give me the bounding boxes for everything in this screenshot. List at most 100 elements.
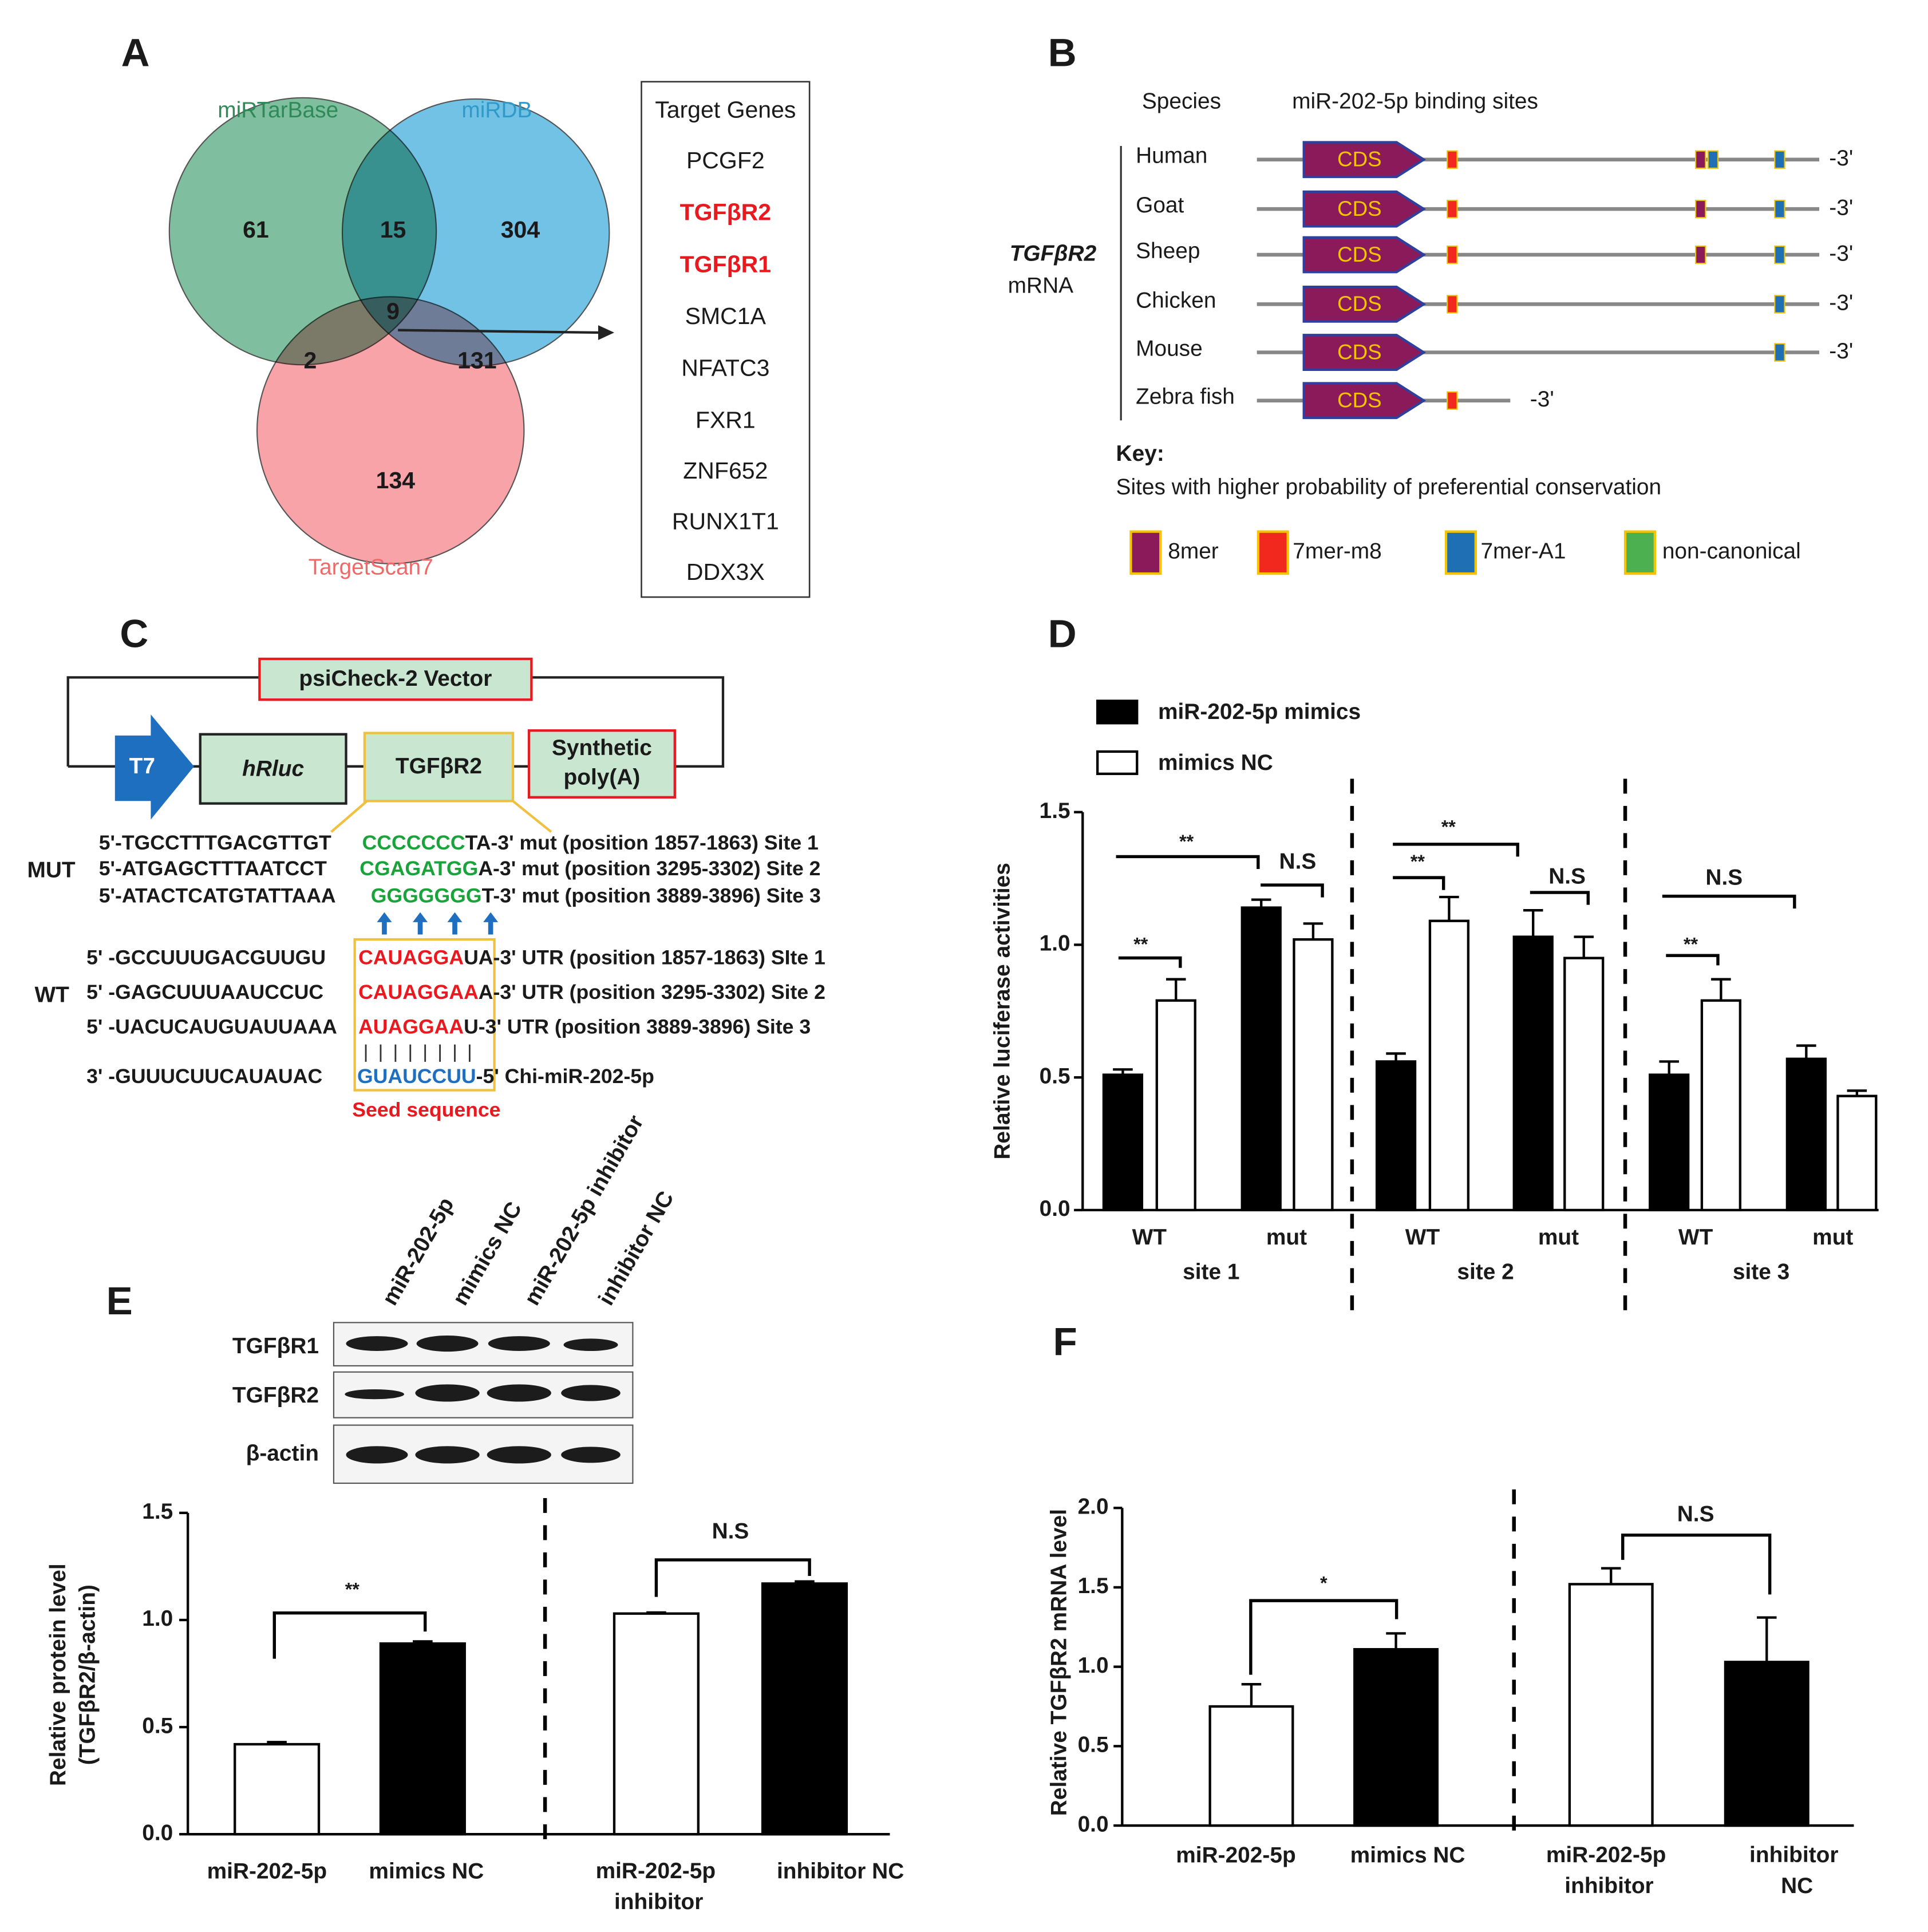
significance-bracket bbox=[272, 1611, 427, 1659]
vector-map bbox=[66, 657, 725, 833]
arrow bbox=[447, 912, 463, 935]
set-label: miRTarBase bbox=[218, 98, 338, 123]
significance-label: N.S bbox=[1548, 864, 1586, 888]
cds-label: CDS bbox=[1337, 243, 1381, 266]
text-part: inhibitor bbox=[614, 1890, 703, 1914]
seq-site: CCCCCCC bbox=[362, 831, 465, 854]
bar bbox=[1563, 957, 1605, 1212]
band bbox=[345, 1389, 404, 1400]
seq-part: T-3' mut (position 3889-3896) Site 3 bbox=[482, 884, 821, 907]
bar bbox=[234, 1743, 321, 1836]
x-tick-label: mimics NC bbox=[1350, 1843, 1465, 1867]
bar bbox=[1155, 999, 1196, 1212]
arrow bbox=[483, 912, 499, 935]
band bbox=[561, 1385, 621, 1401]
bar bbox=[1428, 919, 1470, 1212]
significance-label: * bbox=[1320, 1573, 1328, 1594]
group-label: site 1 bbox=[1183, 1259, 1239, 1284]
error-bar bbox=[1756, 1616, 1777, 1662]
cds-label: CDS bbox=[1337, 340, 1381, 364]
error-bar bbox=[1796, 1044, 1816, 1059]
error-bar bbox=[1241, 1683, 1262, 1707]
species-label: Chicken bbox=[1136, 288, 1216, 313]
sequence: 5'-TGCCTTTGACGTTGT CCCCCCCTA-3' mut (posi… bbox=[99, 831, 819, 854]
table-cell: TGFβR1 bbox=[680, 251, 771, 277]
zoom-line bbox=[330, 800, 368, 833]
arrow-head bbox=[598, 325, 615, 340]
bar bbox=[1102, 1073, 1144, 1212]
species-label: Goat bbox=[1136, 193, 1184, 218]
polya-label: poly(A) bbox=[564, 765, 641, 790]
panel-label: E bbox=[106, 1278, 133, 1323]
significance-label: ** bbox=[1441, 816, 1456, 837]
error-bar bbox=[1166, 978, 1186, 1001]
end-label: -3' bbox=[1829, 291, 1853, 315]
y-tick-label: 0.5 bbox=[1078, 1733, 1109, 1757]
binding-site bbox=[1774, 295, 1785, 314]
x-tick-label: WT bbox=[1405, 1225, 1440, 1250]
bar bbox=[1208, 1705, 1294, 1827]
bar bbox=[1700, 999, 1741, 1212]
polya-label: Synthetic bbox=[552, 736, 652, 760]
seed-label: Seed sequence bbox=[352, 1099, 500, 1121]
zoom-line bbox=[512, 800, 552, 833]
cds-arrow bbox=[1302, 285, 1427, 323]
arrow bbox=[377, 912, 392, 935]
y-axis-title: Relative luciferase activities bbox=[990, 863, 1014, 1159]
cds-label: CDS bbox=[1337, 389, 1381, 412]
arrow bbox=[413, 912, 428, 935]
text-part: inhibitor bbox=[1564, 1874, 1653, 1898]
y-tick-label: 0.0 bbox=[142, 1820, 173, 1845]
y-tick-label: 0.5 bbox=[142, 1713, 173, 1738]
group-label: site 2 bbox=[1457, 1259, 1514, 1284]
binding-site bbox=[1774, 245, 1785, 264]
gene-label: mRNA bbox=[1008, 273, 1073, 298]
table-cell: RUNX1T1 bbox=[672, 508, 779, 534]
y-tick-label: 1.0 bbox=[1040, 931, 1070, 956]
seq-site: CAUAGGAA bbox=[358, 981, 479, 1003]
significance-label: N.S bbox=[1677, 1502, 1714, 1526]
significance-label: ** bbox=[1133, 934, 1148, 954]
key-label: 7mer-m8 bbox=[1293, 539, 1381, 564]
column-header: miR-202-5p binding sites bbox=[1292, 89, 1538, 114]
sequence: 5' -GAGCUUUAAUCCUC CAUAGGAAA-3' UTR (posi… bbox=[86, 981, 825, 1003]
sequence: 3' -GUUUCUUCAUAUAC GUAUCCUU-5' Chi-miR-20… bbox=[86, 1065, 654, 1088]
insert-label: TGFβR2 bbox=[396, 754, 482, 779]
significance-bracket bbox=[1621, 1534, 1772, 1595]
significance-label: ** bbox=[1179, 831, 1194, 852]
significance-bracket bbox=[1662, 894, 1796, 909]
significance-label: N.S bbox=[1279, 849, 1317, 874]
text-part: miR-202-5p bbox=[596, 1859, 722, 1883]
bar bbox=[1293, 938, 1334, 1212]
reporter-box bbox=[199, 733, 347, 805]
seq-part: -5' Chi-miR-202-5p bbox=[476, 1065, 654, 1088]
legend-swatch bbox=[1096, 750, 1139, 775]
venn-count: 131 bbox=[457, 347, 496, 374]
key-label: 7mer-A1 bbox=[1480, 539, 1566, 564]
error-bar bbox=[1711, 978, 1731, 1001]
promoter-arrow bbox=[114, 714, 194, 820]
bands bbox=[345, 1336, 621, 1464]
band bbox=[488, 1336, 550, 1352]
x-tick-label: miR-202-5p inhibitor bbox=[596, 1859, 722, 1914]
table-header: Target Genes bbox=[655, 96, 796, 123]
significance-bracket bbox=[1116, 855, 1260, 870]
panel-label: C bbox=[120, 611, 148, 655]
panel-label: D bbox=[1048, 611, 1077, 655]
species-label: Sheep bbox=[1136, 239, 1200, 263]
venn bbox=[168, 97, 610, 564]
seq-part: 5' -GCCUUUGACGUUGU bbox=[86, 946, 326, 969]
binding-site bbox=[1774, 343, 1785, 362]
vector-box bbox=[258, 657, 533, 701]
error-bar bbox=[1386, 1052, 1406, 1062]
wt-label: WT bbox=[34, 983, 69, 1008]
x-tick-label: miR-202-5p bbox=[207, 1859, 327, 1883]
seq-site: AUAGGAA bbox=[358, 1016, 464, 1038]
cds-arrow bbox=[1302, 141, 1427, 179]
bar bbox=[1568, 1583, 1654, 1827]
key-swatch bbox=[1129, 530, 1162, 575]
binding-site bbox=[1774, 150, 1785, 169]
table-cell: PCGF2 bbox=[686, 147, 765, 173]
seed-box bbox=[353, 938, 496, 1092]
